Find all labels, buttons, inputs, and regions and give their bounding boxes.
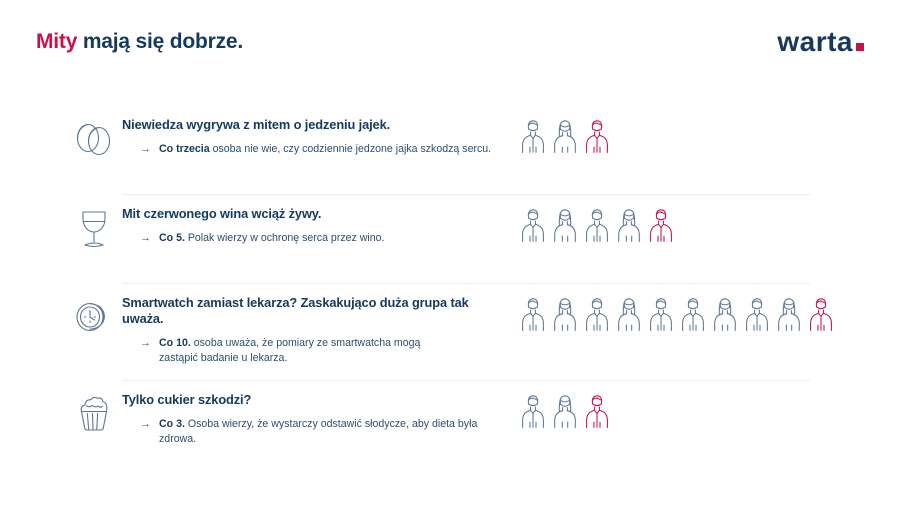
row-title: Tylko cukier szkodzi? bbox=[122, 392, 252, 407]
row-text: Smartwatch zamiast lekarza? Zaskakująco … bbox=[122, 295, 512, 366]
warta-logo: warta bbox=[777, 26, 864, 58]
person-figure bbox=[552, 295, 578, 333]
page-title-main: mają się dobrze. bbox=[77, 30, 244, 53]
person-figure-highlighted bbox=[648, 206, 674, 244]
myth-row: Mit czerwonego wina wciąż żywy. → Co 5. Po… bbox=[0, 194, 900, 283]
arrow-right-icon: → bbox=[140, 417, 151, 430]
row-fact-lead: Co 5. bbox=[159, 231, 185, 244]
person-figure bbox=[648, 295, 674, 333]
row-fact: → Co 10. osoba uważa, że pomiary ze smart… bbox=[122, 336, 512, 366]
person-figure bbox=[584, 295, 610, 333]
person-figure bbox=[616, 206, 642, 244]
arrow-right-icon: → bbox=[140, 336, 151, 349]
person-figure-highlighted bbox=[584, 117, 610, 155]
myth-list: Niewiedza wygrywa z mitem o jedzeniu jaj… bbox=[0, 105, 900, 469]
row-fact-rest: Polak wierzy w ochronę serca przez wino. bbox=[184, 231, 385, 244]
row-fact-lead: Co 10. bbox=[159, 336, 191, 349]
row-fact-rest: osoba uważa, że pomiary ze smartwatcha m… bbox=[190, 336, 421, 349]
row-text: Tylko cukier szkodzi? → Co 3. Osoba wierzy… bbox=[122, 392, 512, 447]
people-pictogram bbox=[520, 117, 610, 155]
people-pictogram bbox=[520, 392, 610, 430]
logo-dot-icon bbox=[856, 43, 864, 51]
arrow-right-icon: → bbox=[140, 142, 151, 155]
people-pictogram bbox=[520, 206, 674, 244]
person-figure bbox=[584, 206, 610, 244]
row-title: Smartwatch zamiast lekarza? Zaskakująco … bbox=[122, 295, 469, 326]
person-figure-highlighted bbox=[808, 295, 834, 333]
row-fact-lead: Co 3. bbox=[159, 417, 185, 430]
people-pictogram bbox=[520, 295, 834, 333]
row-text: Niewiedza wygrywa z mitem o jedzeniu jaj… bbox=[122, 117, 512, 158]
person-figure bbox=[744, 295, 770, 333]
row-title: Niewiedza wygrywa z mitem o jedzeniu jaj… bbox=[122, 117, 391, 132]
eggs-icon bbox=[68, 113, 120, 165]
smartwatch-icon bbox=[68, 291, 120, 343]
row-fact: → Co 5. Polak wierzy w ochronę serca prze… bbox=[122, 231, 512, 247]
cupcake-icon bbox=[68, 388, 120, 440]
page-title-accent: Mity bbox=[36, 30, 78, 53]
person-figure bbox=[552, 392, 578, 430]
row-fact-rest: osoba nie wie, czy codziennie jedzone ja… bbox=[209, 142, 492, 155]
row-fact-text: Co trzecia osoba nie wie, czy codziennie… bbox=[159, 142, 512, 157]
person-figure bbox=[616, 295, 642, 333]
row-fact-text: Co 5. Polak wierzy w ochronę serca przez… bbox=[159, 231, 512, 246]
page-header: Mity mają się dobrze. warta bbox=[0, 26, 900, 70]
person-figure bbox=[776, 295, 802, 333]
row-divider bbox=[122, 380, 810, 381]
person-figure bbox=[712, 295, 738, 333]
row-divider bbox=[122, 194, 810, 195]
page-title: Mity mają się dobrze. bbox=[36, 30, 243, 54]
myth-row: Tylko cukier szkodzi? → Co 3. Osoba wierzy… bbox=[0, 380, 900, 469]
row-fact: → Co trzecia osoba nie wie, czy codzienni… bbox=[122, 142, 512, 158]
row-text: Mit czerwonego wina wciąż żywy. → Co 5. Po… bbox=[122, 206, 512, 247]
person-figure bbox=[552, 206, 578, 244]
person-figure bbox=[520, 117, 546, 155]
row-fact-text: Co 3. Osoba wierzy, że wystarczy odstawi… bbox=[159, 417, 512, 447]
logo-wordmark: warta bbox=[777, 26, 853, 57]
row-title: Mit czerwonego wina wciąż żywy. bbox=[122, 206, 322, 221]
person-figure-highlighted bbox=[584, 392, 610, 430]
myth-row: Smartwatch zamiast lekarza? Zaskakująco … bbox=[0, 283, 900, 380]
row-fact-lead: Co trzecia bbox=[159, 142, 210, 155]
person-figure bbox=[680, 295, 706, 333]
wine-glass-icon bbox=[68, 202, 120, 254]
row-fact-text: Co 10. osoba uważa, że pomiary ze smartw… bbox=[159, 336, 512, 366]
row-fact-rest: Osoba wierzy, że wystarczy odstawić słod… bbox=[159, 417, 478, 446]
person-figure bbox=[552, 117, 578, 155]
person-figure bbox=[520, 295, 546, 333]
myth-row: Niewiedza wygrywa z mitem o jedzeniu jaj… bbox=[0, 105, 900, 194]
row-fact: → Co 3. Osoba wierzy, że wystarczy odstaw… bbox=[122, 417, 512, 447]
person-figure bbox=[520, 392, 546, 430]
person-figure bbox=[520, 206, 546, 244]
arrow-right-icon: → bbox=[140, 231, 151, 244]
row-divider bbox=[122, 283, 810, 284]
row-fact-line2: zastąpić badanie u lekarza. bbox=[159, 352, 288, 364]
